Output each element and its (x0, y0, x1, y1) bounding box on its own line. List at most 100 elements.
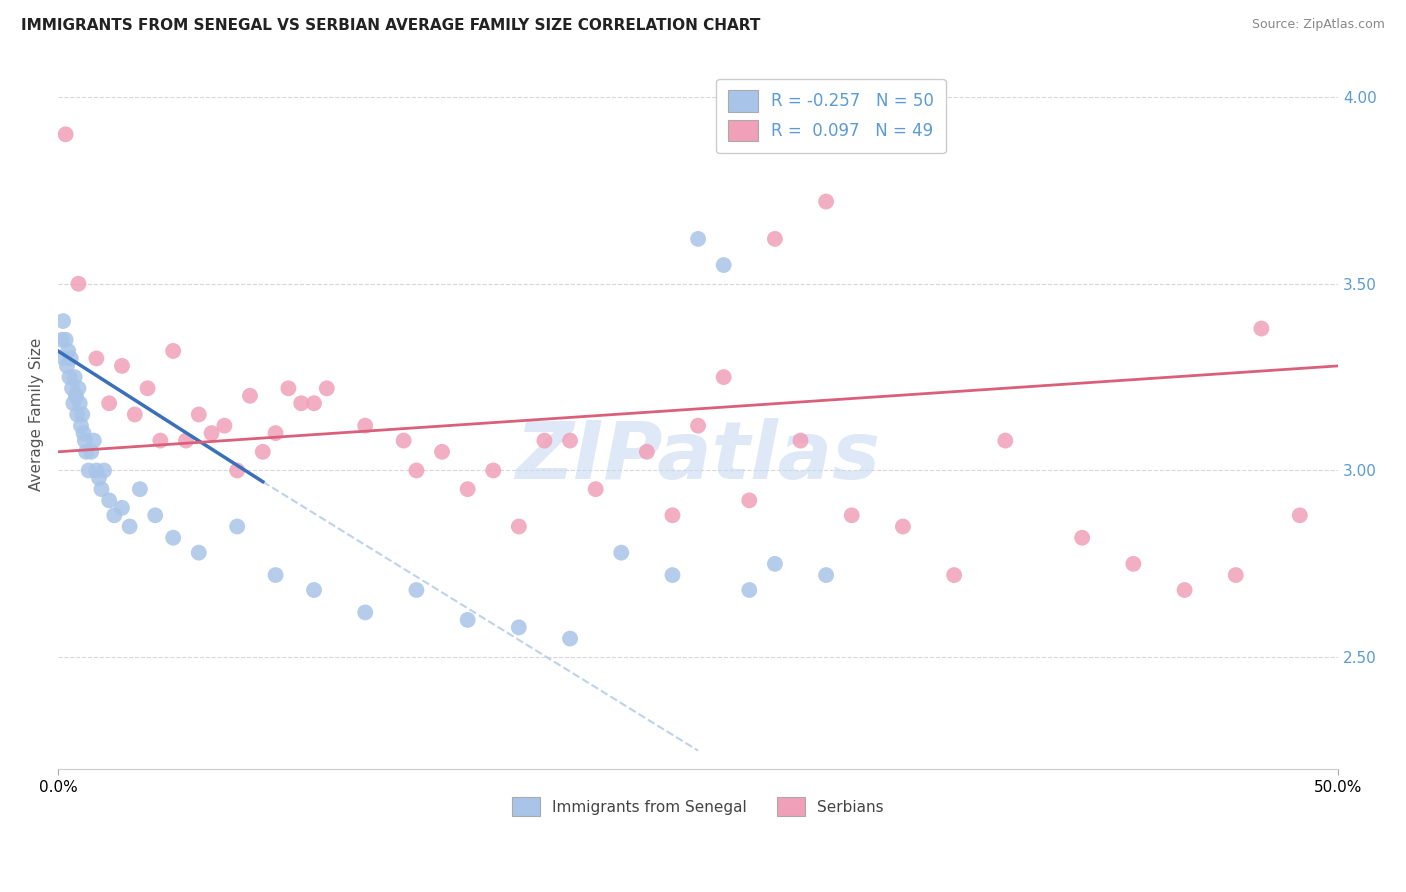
Point (67, 381, 90, 395)
Point (69, 396, 91, 410)
Point (72, 408, 94, 422)
Text: IMMIGRANTS FROM SENEGAL VS SERBIAN AVERAGE FAMILY SIZE CORRELATION CHART: IMMIGRANTS FROM SENEGAL VS SERBIAN AVERA… (21, 18, 761, 33)
Point (1122, 557, 1144, 571)
Text: Source: ZipAtlas.com: Source: ZipAtlas.com (1251, 18, 1385, 31)
Y-axis label: Average Family Size: Average Family Size (30, 338, 44, 491)
Point (124, 408, 146, 422)
Point (51, 333, 73, 347)
Point (1225, 568, 1247, 582)
Point (290, 396, 312, 410)
Point (187, 546, 209, 560)
Point (661, 508, 683, 523)
Point (103, 508, 125, 523)
Point (841, 508, 863, 523)
Point (93, 463, 115, 477)
Point (457, 613, 479, 627)
Point (457, 482, 479, 496)
Point (174, 434, 197, 448)
Point (118, 519, 141, 533)
Point (55, 128, 77, 142)
Point (63, 370, 86, 384)
Point (67, 277, 90, 291)
Point (98, 396, 121, 410)
Point (994, 434, 1017, 448)
Text: ZIPatlas: ZIPatlas (516, 418, 880, 496)
Point (636, 445, 658, 459)
Point (60, 381, 83, 395)
Point (143, 508, 166, 523)
Point (86, 463, 108, 477)
Point (763, 557, 786, 571)
Point (405, 582, 427, 597)
Point (56, 343, 79, 358)
Point (610, 546, 633, 560)
Point (1071, 531, 1094, 545)
Point (162, 343, 184, 358)
Point (53, 351, 76, 366)
Point (558, 632, 581, 646)
Point (1288, 508, 1310, 523)
Point (214, 418, 236, 433)
Point (111, 359, 134, 373)
Point (661, 568, 683, 582)
Point (252, 445, 274, 459)
Point (815, 568, 838, 582)
Point (187, 408, 209, 422)
Point (302, 582, 325, 597)
Point (55, 333, 77, 347)
Point (87, 471, 110, 485)
Point (149, 434, 172, 448)
Point (482, 463, 505, 477)
Point (80, 445, 103, 459)
Point (943, 568, 966, 582)
Point (52, 314, 75, 328)
Point (111, 500, 134, 515)
Point (277, 381, 299, 395)
Point (738, 493, 761, 508)
Point (558, 434, 581, 448)
Point (226, 463, 249, 477)
Point (713, 370, 735, 384)
Point (128, 482, 150, 496)
Point (585, 482, 607, 496)
Point (713, 258, 735, 272)
Point (136, 381, 159, 395)
Point (58, 370, 80, 384)
Point (686, 418, 709, 433)
Point (315, 381, 337, 395)
Point (686, 232, 709, 246)
Point (226, 519, 249, 533)
Point (1174, 582, 1197, 597)
Point (508, 519, 530, 533)
Point (738, 582, 761, 597)
Point (72, 426, 94, 441)
Point (62, 396, 84, 410)
Point (162, 531, 184, 545)
Point (354, 606, 377, 620)
Point (508, 620, 530, 634)
Point (789, 434, 811, 448)
Point (66, 408, 89, 422)
Point (98, 493, 121, 508)
Point (83, 434, 105, 448)
Point (405, 463, 427, 477)
Point (200, 426, 222, 441)
Point (264, 568, 287, 582)
Point (56, 359, 79, 373)
Point (302, 396, 325, 410)
Point (65, 389, 87, 403)
Point (239, 389, 262, 403)
Legend: Immigrants from Senegal, Serbians: Immigrants from Senegal, Serbians (503, 788, 893, 825)
Point (59, 351, 82, 366)
Point (90, 482, 112, 496)
Point (77, 463, 100, 477)
Point (75, 445, 97, 459)
Point (533, 434, 555, 448)
Point (354, 418, 377, 433)
Point (264, 426, 287, 441)
Point (86, 351, 108, 366)
Point (1250, 321, 1272, 335)
Point (392, 434, 415, 448)
Point (891, 519, 914, 533)
Point (815, 194, 838, 209)
